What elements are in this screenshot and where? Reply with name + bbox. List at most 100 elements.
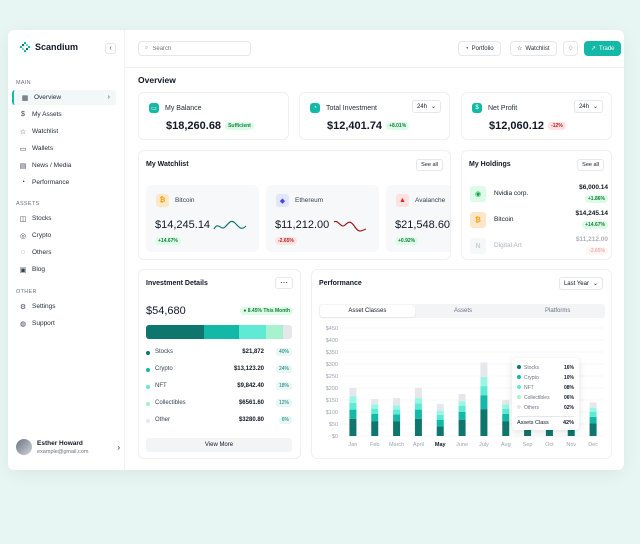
bar-collectibles-dec[interactable] [589,407,597,412]
watchlist-card: My Watchlist See all ₿ Bitcoin $14,245.1… [138,150,451,260]
bar-nft-dec[interactable] [589,412,597,417]
sidebar-item-news-media[interactable]: ▤ News / Media [12,158,116,173]
support-icon: ◍ [19,320,27,328]
blog-icon: ▣ [19,266,27,274]
bar-crypto-july[interactable] [480,395,488,410]
watchlist-button[interactable]: ☆ Watchlist [510,41,557,56]
bar-collectibles-april[interactable] [414,398,422,404]
tooltip-dot [517,405,521,409]
more-options-button[interactable]: ⋯ [275,277,293,289]
bar-collectibles-march[interactable] [393,405,401,410]
bar-collectibles-june[interactable] [458,401,466,406]
sidebar-item-settings[interactable]: ⚙ Settings [12,299,116,314]
see-all-button[interactable]: See all [416,159,443,171]
bar-others-feb[interactable] [371,399,379,405]
tooltip-label: Others [524,405,540,411]
bar-crypto-dec[interactable] [589,416,597,424]
collapse-sidebar-button[interactable]: ‹ [105,43,116,54]
bar-collectibles-july[interactable] [480,376,488,387]
bar-others-aug[interactable] [502,400,510,405]
bitcoin-icon: ₿ [156,194,169,207]
watchlist-item-ethereum[interactable]: ◆ Ethereum $11,212.00 -2.65% [266,185,379,252]
legend-dot [146,385,150,389]
sidebar-item-wallets[interactable]: ▭ Wallets [12,141,116,156]
sidebar-item-label: Performance [32,179,70,186]
notifications-button[interactable]: ♢ [563,41,579,56]
bar-others-april[interactable] [414,388,422,399]
bar-others-march[interactable] [393,398,401,406]
sidebar-item-label: My Assets [32,111,62,118]
user-name: Esther Howard [37,439,83,447]
period-dropdown[interactable]: 24h ⌄ [573,100,603,113]
bar-stocks-june[interactable] [458,419,466,436]
bar-nft-march[interactable] [393,409,401,415]
bar-nft-may[interactable] [436,414,444,420]
period-value: Last Year [563,280,589,287]
sidebar-item-overview[interactable]: ▦ Overview › [12,90,116,105]
sidebar-item-crypto[interactable]: ◎ Crypto [12,228,116,243]
tooltip-value: 08% [563,385,574,391]
tab-asset-classes[interactable]: Asset Classes [320,305,415,317]
bar-nft-jan[interactable] [349,402,357,410]
bar-others-july[interactable] [480,362,488,377]
bar-nft-aug[interactable] [502,408,510,414]
bar-others-june[interactable] [458,394,466,402]
bar-collectibles-may[interactable] [436,410,444,415]
bar-nft-june[interactable] [458,406,466,412]
tab-assets[interactable]: Assets [454,308,473,314]
bar-collectibles-aug[interactable] [502,404,510,409]
holding-row[interactable]: ₿ Bitcoin $14,245.14 +14.67% [470,209,608,231]
bar-stocks-may[interactable] [436,426,444,436]
logo-icon [20,42,30,52]
gear-icon: ⚙ [19,303,27,311]
period-dropdown[interactable]: 24h ⌄ [411,100,441,113]
bar-crypto-march[interactable] [393,414,401,422]
sidebar-item-performance[interactable]: ◔ Performance [12,175,116,190]
sidebar-item-stocks[interactable]: ◫ Stocks [12,211,116,226]
holding-row[interactable]: N Digital Art $11,212.00 -2.65% [470,235,608,257]
bar-crypto-june[interactable] [458,411,466,420]
tab-platforms[interactable]: Platforms [545,308,571,314]
status-badge: Sufficient [225,122,254,130]
sidebar-item-blog[interactable]: ▣ Blog [12,262,116,277]
bar-stocks-march[interactable] [393,421,401,436]
holding-amount: $6,000.14 [579,184,608,191]
brand[interactable]: Scandium [20,42,78,52]
bar-stocks-dec[interactable] [589,423,597,436]
bar-stocks-feb[interactable] [371,421,379,436]
search-input[interactable] [152,45,243,52]
sidebar-item-watchlist[interactable]: ☆ Watchlist [12,124,116,139]
bar-nft-july[interactable] [480,386,488,396]
change-badge: +14.67% [155,237,181,245]
bar-crypto-may[interactable] [436,419,444,427]
watchlist-item-avalanche[interactable]: ▲ Avalanche $21,548.60 +0.92% [386,185,450,252]
bar-stocks-april[interactable] [414,418,422,436]
bar-nft-april[interactable] [414,403,422,410]
chevron-down-icon: ⌄ [430,104,436,110]
bar-stocks-july[interactable] [480,409,488,436]
bar-nft-feb[interactable] [371,408,379,414]
bar-crypto-feb[interactable] [371,413,379,422]
bar-collectibles-jan[interactable] [349,396,357,403]
sidebar-item-my-assets[interactable]: $ My Assets [12,107,116,122]
portfolio-button[interactable]: ◔ Portfolio [458,41,501,56]
period-dropdown[interactable]: Last Year ⌄ [558,277,603,290]
bar-collectibles-feb[interactable] [371,404,379,409]
user-profile[interactable]: Esther Howard example@gmail.com › [16,439,120,455]
bar-others-may[interactable] [436,403,444,411]
bar-others-dec[interactable] [589,402,597,408]
watchlist-item-bitcoin[interactable]: ₿ Bitcoin $14,245.14 +14.67% [146,185,259,252]
sidebar-item-support[interactable]: ◍ Support [12,316,116,331]
trade-button[interactable]: ↗ Trade [584,41,622,56]
bar-stocks-jan[interactable] [349,418,357,436]
bar-stocks-aug[interactable] [502,421,510,436]
search-box[interactable]: ⌕ [138,41,251,56]
holding-row[interactable]: ◉ Nvidia corp. $6,000.14 +1.86% [470,183,608,205]
see-all-button[interactable]: See all [577,159,604,171]
view-more-button[interactable]: View More [146,438,292,452]
bar-crypto-jan[interactable] [349,409,357,419]
bar-crypto-april[interactable] [414,409,422,419]
bar-others-jan[interactable] [349,388,357,397]
bar-crypto-aug[interactable] [502,413,510,422]
sidebar-item-others[interactable]: ◌ Others [12,245,116,260]
